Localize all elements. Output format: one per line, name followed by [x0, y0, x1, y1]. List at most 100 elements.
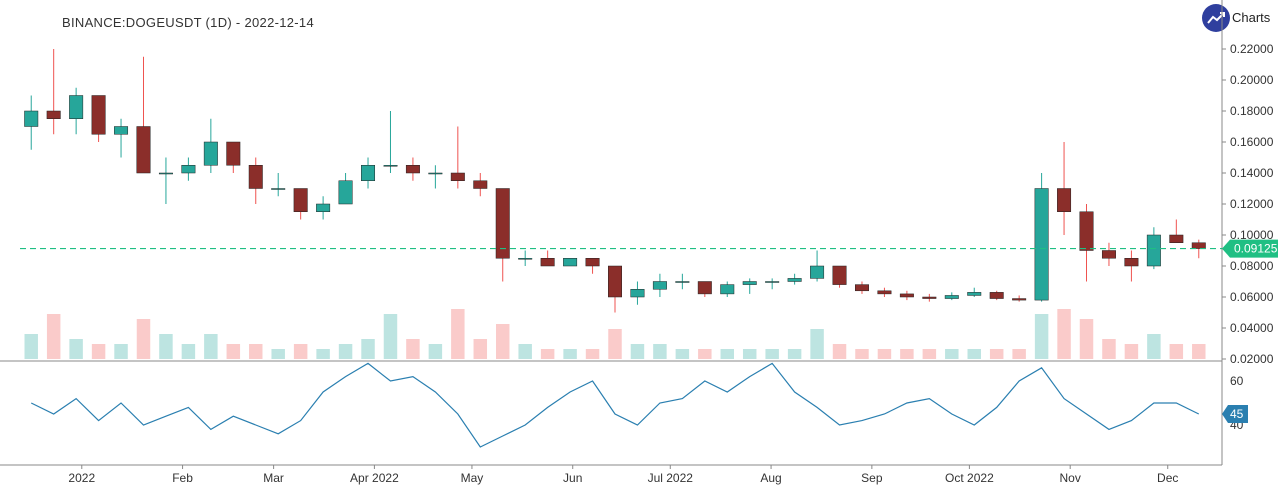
candle-body: [652, 281, 667, 290]
candle-body: [136, 126, 151, 174]
rsi-line: [30, 362, 1200, 448]
volume-bar: [136, 319, 151, 359]
volume-bar: [765, 349, 779, 359]
candle-body: [540, 258, 555, 267]
candle-body: [293, 188, 308, 212]
time-tick-label: Sep: [861, 471, 883, 485]
time-tick-label: Mar: [263, 471, 284, 485]
candle-body: [518, 258, 533, 260]
price-tick-label: 0.10000: [1230, 228, 1274, 242]
volume-bar: [338, 344, 353, 359]
candle-body: [742, 281, 757, 285]
time-tick-label: Nov: [1060, 471, 1081, 485]
volume-bar: [46, 314, 61, 359]
volume-bar: [1192, 344, 1206, 359]
time-tick-label: Feb: [172, 471, 193, 485]
candle-body: [181, 165, 196, 174]
volume-bar: [698, 349, 712, 359]
candle-body: [832, 265, 847, 285]
volume-bar: [473, 339, 488, 359]
volume-bar: [1057, 309, 1071, 359]
volume-bar: [989, 349, 1004, 359]
time-tick-label: Dec: [1157, 471, 1178, 485]
candle-body: [630, 289, 645, 298]
time-tick-label: Jun: [563, 471, 582, 485]
candle-body: [1079, 211, 1094, 251]
price-tick-label: 0.04000: [1230, 321, 1274, 335]
volume-bar: [114, 344, 128, 359]
time-tick-label: Jul 2022: [648, 471, 694, 485]
candle-body: [383, 165, 398, 167]
volume-bar: [1169, 344, 1184, 359]
volume-bar: [271, 349, 285, 359]
candle-body: [563, 258, 578, 267]
candle-body: [203, 141, 218, 166]
price-tick-label: 0.12000: [1230, 197, 1274, 211]
rsi-value-label: 45: [1230, 407, 1244, 421]
candle-body: [316, 203, 331, 212]
volume-bar: [451, 309, 465, 359]
candle-body: [46, 110, 61, 119]
candle-body: [1034, 188, 1049, 301]
candle-body: [922, 296, 937, 299]
volume-bar: [855, 349, 869, 359]
candle-body: [967, 292, 982, 296]
volume-bar: [496, 324, 510, 359]
volume-bar: [316, 349, 330, 359]
trend-up-icon[interactable]: [1202, 4, 1230, 32]
candle-body: [114, 126, 129, 135]
brand-label: Charts: [1232, 10, 1271, 25]
candle-body: [854, 284, 869, 292]
candle-body: [1124, 258, 1139, 267]
candle-body: [1146, 234, 1161, 267]
last-price-label: 0.09125: [1234, 242, 1278, 256]
rsi-tick-label: 60: [1230, 374, 1244, 388]
time-tick-label: Oct 2022: [945, 471, 994, 485]
candle-body: [787, 278, 802, 282]
volume-bar: [810, 329, 824, 359]
volume-bar: [945, 349, 959, 359]
candle-body: [1057, 188, 1072, 212]
volume-bar: [675, 349, 690, 359]
candle-body: [989, 292, 1004, 299]
price-tick-label: 0.20000: [1230, 73, 1274, 87]
candle-body: [450, 172, 465, 181]
candle-body: [944, 295, 959, 299]
volume-bar: [922, 349, 937, 359]
candle-body: [720, 284, 735, 295]
volume-bar: [428, 344, 443, 359]
price-tick-label: 0.18000: [1230, 104, 1274, 118]
candle-body: [1191, 242, 1206, 249]
volume-bar: [877, 349, 892, 359]
volume-bar: [1102, 339, 1116, 359]
volume-bar: [653, 344, 667, 359]
candle-body: [1101, 250, 1116, 259]
candle-body: [899, 293, 914, 298]
candle-body: [338, 180, 353, 205]
price-tick-label: 0.22000: [1230, 42, 1274, 56]
volume-bar: [900, 349, 914, 359]
volume-bar: [608, 329, 622, 359]
chart-title: BINANCE:DOGEUSDT (1D) - 2022-12-14: [62, 15, 314, 30]
candle-body: [361, 165, 376, 181]
candle-body: [608, 265, 622, 298]
price-tick-label: 0.02000: [1230, 352, 1274, 366]
volume-bar: [742, 349, 757, 359]
volume-bar: [630, 344, 645, 359]
volume-bar: [249, 344, 263, 359]
candle-body: [697, 281, 712, 295]
candle-body: [765, 281, 780, 283]
price-tick-label: 0.14000: [1230, 166, 1274, 180]
candle-body: [248, 165, 263, 189]
volume-bar: [518, 344, 532, 359]
candle-body: [1012, 298, 1027, 301]
volume-bar: [1147, 334, 1161, 359]
volume-bar: [1124, 344, 1139, 359]
volume-bar: [181, 344, 196, 359]
volume-bar: [540, 349, 555, 359]
candle-body: [428, 172, 443, 175]
time-tick-label: May: [461, 471, 484, 485]
candle-body: [226, 141, 241, 166]
